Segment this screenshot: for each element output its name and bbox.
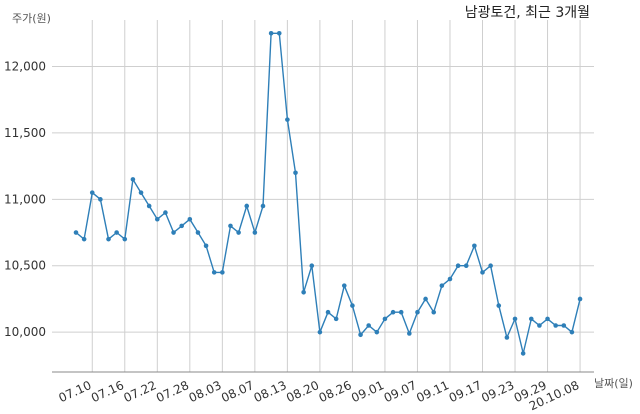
x-tick-label: 09.23 bbox=[479, 378, 516, 405]
price-point bbox=[537, 323, 542, 328]
price-point bbox=[106, 236, 111, 242]
price-point bbox=[114, 230, 119, 235]
price-point bbox=[171, 230, 176, 235]
y-tick-label: 11,500 bbox=[4, 126, 46, 140]
price-point bbox=[423, 296, 428, 302]
price-point bbox=[211, 270, 217, 275]
price-point bbox=[561, 323, 567, 328]
price-point bbox=[236, 230, 241, 235]
price-point bbox=[252, 230, 258, 235]
price-point bbox=[228, 223, 233, 229]
price-point bbox=[301, 290, 306, 295]
price-point bbox=[268, 30, 274, 36]
price-points bbox=[73, 30, 583, 356]
price-point bbox=[488, 263, 493, 269]
price-line bbox=[75, 32, 581, 354]
price-point bbox=[244, 203, 250, 209]
price-point bbox=[163, 210, 168, 215]
price-point bbox=[472, 243, 477, 249]
y-axis-label: 주가(원) bbox=[12, 12, 51, 25]
price-point bbox=[146, 203, 152, 209]
price-point bbox=[463, 263, 469, 269]
y-axis-ticks: 10,000 10,500 11,000 11,500 12,000 bbox=[4, 59, 46, 339]
price-point bbox=[98, 197, 103, 202]
y-tick-label: 10,500 bbox=[4, 259, 46, 273]
price-point bbox=[203, 243, 209, 249]
price-point bbox=[439, 283, 445, 288]
price-point bbox=[358, 332, 363, 338]
price-point bbox=[309, 263, 315, 269]
price-point bbox=[89, 190, 95, 195]
price-point bbox=[545, 316, 550, 322]
x-axis-ticks: 07.1007.1607.2207.2808.0308.0708.1308.20… bbox=[56, 378, 581, 413]
price-point bbox=[350, 303, 355, 308]
x-tick-label: 09.07 bbox=[382, 378, 419, 405]
x-tick-label: 07.10 bbox=[56, 378, 93, 405]
price-point bbox=[512, 316, 518, 322]
price-point bbox=[415, 309, 420, 315]
x-tick-label: 08.26 bbox=[317, 378, 354, 405]
x-tick-label: 08.20 bbox=[284, 378, 321, 405]
price-point bbox=[130, 177, 136, 182]
price-point bbox=[179, 223, 184, 229]
price-point bbox=[407, 331, 412, 336]
price-point bbox=[520, 351, 526, 356]
price-point bbox=[577, 296, 583, 302]
x-tick-label: 08.13 bbox=[252, 378, 289, 405]
price-point bbox=[390, 309, 396, 315]
x-tick-label: 07.16 bbox=[89, 378, 126, 405]
price-point bbox=[504, 335, 510, 340]
price-point bbox=[480, 270, 485, 275]
x-tick-label: 08.07 bbox=[219, 378, 256, 405]
x-tick-label: 08.03 bbox=[187, 378, 224, 405]
price-point bbox=[553, 323, 558, 328]
price-point bbox=[374, 329, 380, 335]
price-point bbox=[81, 236, 87, 242]
price-point bbox=[293, 170, 298, 176]
price-point bbox=[398, 309, 404, 315]
price-point bbox=[138, 190, 144, 195]
price-point bbox=[260, 203, 266, 209]
x-tick-label: 07.22 bbox=[122, 378, 159, 405]
chart-title: 남광토건, 최근 3개월 bbox=[465, 5, 590, 21]
price-point bbox=[276, 30, 282, 36]
y-tick-label: 12,000 bbox=[4, 59, 46, 73]
price-point bbox=[317, 329, 323, 335]
x-tick-label: 09.01 bbox=[349, 378, 386, 405]
x-tick-label: 07.28 bbox=[154, 378, 191, 405]
x-tick-label: 09.11 bbox=[414, 378, 451, 405]
price-point bbox=[382, 316, 388, 322]
x-axis-label: 날짜(일) bbox=[594, 376, 633, 390]
grid bbox=[52, 20, 594, 372]
y-tick-label: 10,000 bbox=[4, 325, 46, 339]
y-tick-label: 11,000 bbox=[4, 192, 46, 206]
price-point bbox=[447, 276, 453, 282]
x-tick-label: 09.17 bbox=[447, 378, 484, 405]
price-point bbox=[220, 270, 225, 275]
price-point bbox=[73, 230, 79, 235]
price-point bbox=[366, 323, 371, 328]
price-point bbox=[122, 236, 128, 242]
price-point bbox=[455, 263, 461, 269]
price-point bbox=[496, 303, 502, 308]
price-point bbox=[195, 230, 201, 235]
price-point bbox=[341, 283, 347, 288]
price-point bbox=[187, 216, 193, 222]
price-point bbox=[333, 316, 339, 322]
price-point bbox=[431, 309, 437, 315]
price-point bbox=[325, 309, 331, 315]
price-point bbox=[285, 117, 290, 122]
price-point bbox=[528, 316, 534, 322]
price-point bbox=[569, 329, 575, 335]
price-point bbox=[155, 216, 160, 222]
